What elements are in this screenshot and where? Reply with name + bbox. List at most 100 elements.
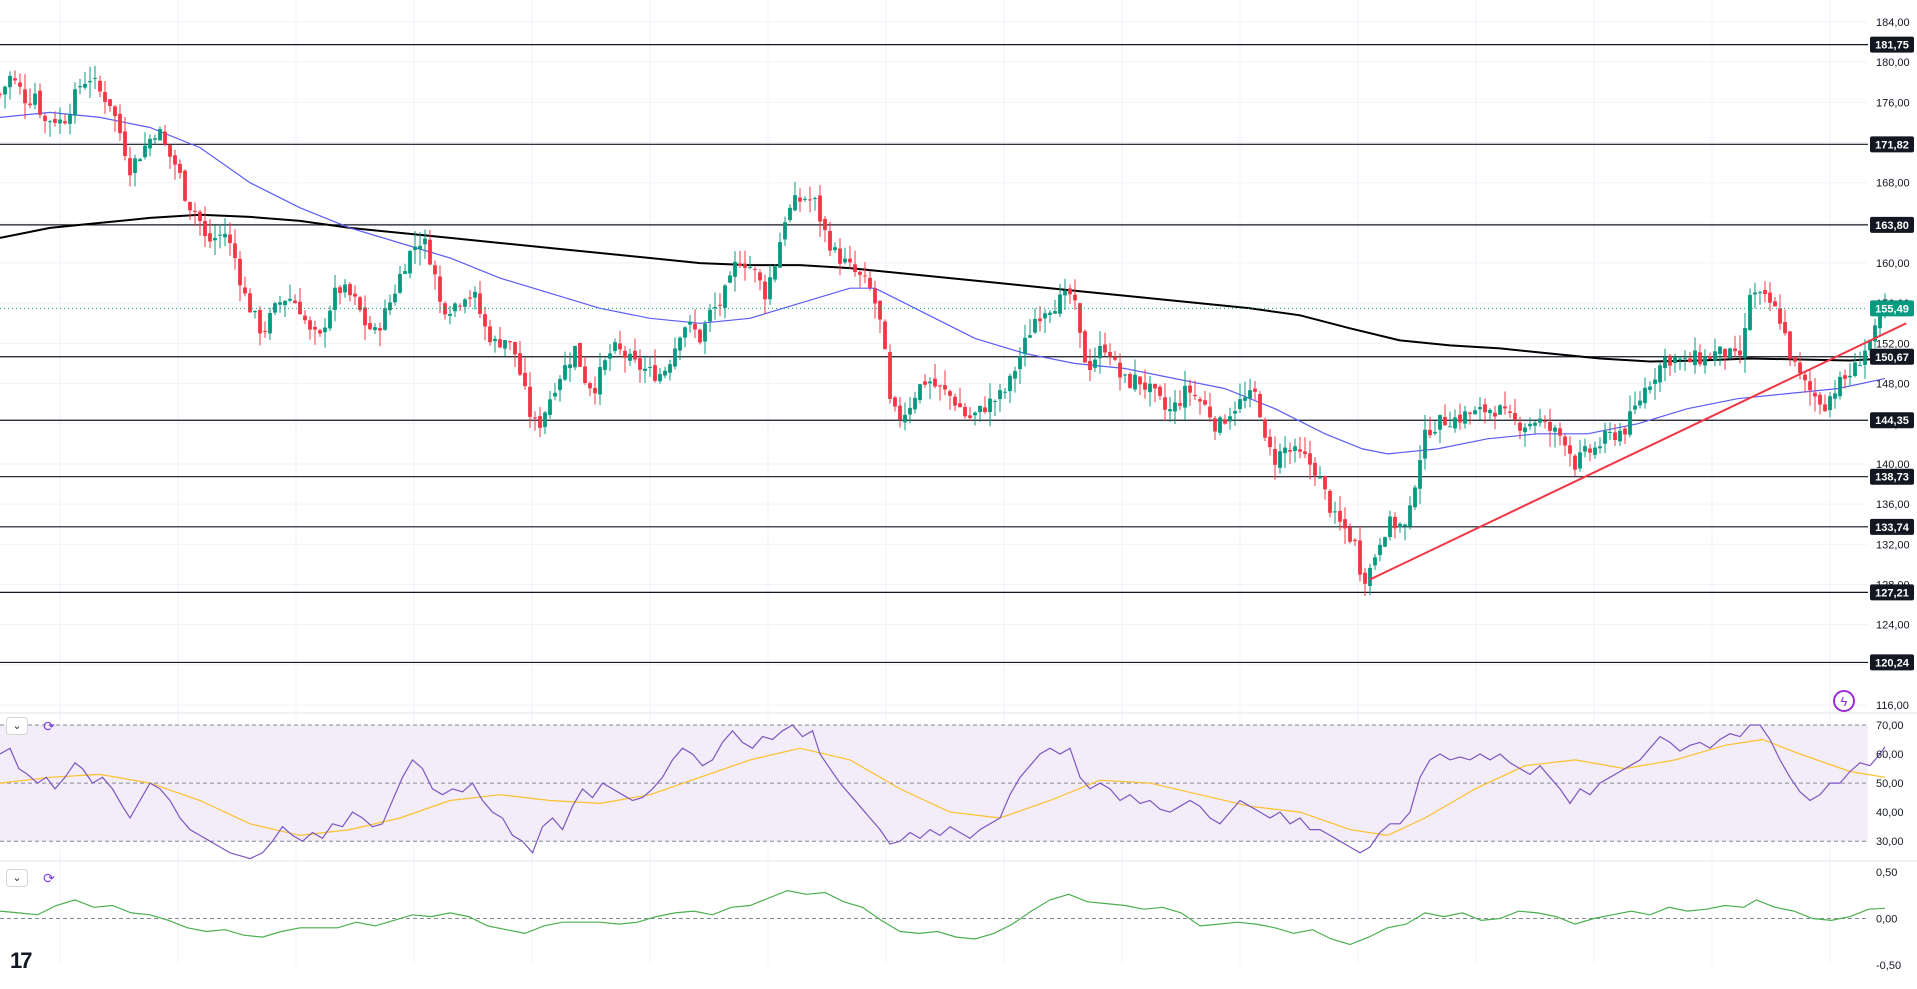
candle-body: [1798, 362, 1802, 374]
lightning-icon: ϟ: [1840, 693, 1848, 709]
ma50-path: [0, 111, 1886, 455]
oscillator-collapse-button[interactable]: ⌄: [6, 869, 28, 887]
candle-body: [1388, 516, 1392, 538]
candle-body: [1753, 292, 1757, 295]
candle-body: [648, 366, 652, 368]
candle-body: [408, 251, 412, 274]
candle-body: [1018, 356, 1022, 370]
candle-body: [458, 305, 462, 307]
rsi-tick-label: 50,00: [1876, 778, 1904, 790]
candle-body: [113, 106, 117, 117]
candle-body: [1703, 356, 1707, 366]
candle-body: [208, 233, 212, 242]
candle-body: [1203, 400, 1207, 405]
rsi-refresh-button[interactable]: ⟳: [40, 717, 58, 735]
candle-body: [98, 80, 102, 92]
candle-body: [1323, 476, 1327, 490]
candle-body: [203, 221, 207, 237]
tradingview-logo[interactable]: 17: [10, 948, 33, 973]
candle-body: [708, 309, 712, 322]
candle-body: [178, 163, 182, 173]
candle-body: [398, 273, 402, 293]
candle-body: [1528, 423, 1532, 427]
candle-body: [293, 300, 297, 304]
candle-body: [218, 234, 222, 236]
candle-body: [553, 392, 557, 397]
chevron-down-icon: ⌄: [12, 719, 22, 732]
candle-body: [73, 89, 77, 116]
candle-body: [803, 198, 807, 200]
candle-body: [838, 248, 842, 264]
candle-body: [1463, 411, 1467, 424]
oscillator-refresh-button[interactable]: ⟳: [40, 869, 58, 887]
candle-body: [413, 246, 417, 251]
candle-body: [1438, 414, 1442, 430]
candle-body: [1603, 430, 1607, 444]
candle-body: [1283, 447, 1287, 454]
candle-body: [1593, 447, 1597, 455]
candle-body: [613, 342, 617, 352]
candle-body: [63, 121, 67, 124]
candle-body: [833, 247, 837, 251]
candle-body: [1713, 351, 1717, 361]
candle-body: [1088, 360, 1092, 371]
candle-body: [48, 121, 52, 123]
candle-body: [1488, 409, 1492, 414]
candle-body: [853, 264, 857, 273]
level-label: 138,73: [1875, 472, 1909, 484]
candle-body: [1403, 524, 1407, 527]
candle-body: [578, 342, 582, 367]
candle-body: [1023, 337, 1027, 354]
candle-body: [1113, 356, 1117, 360]
candle-body: [428, 239, 432, 265]
candle-body: [1118, 362, 1122, 378]
candle-body: [1093, 359, 1097, 368]
last-price-label-bg: [1870, 300, 1914, 317]
candle-body: [878, 300, 882, 320]
candle-body: [793, 195, 797, 211]
rsi-band: [0, 724, 1868, 842]
candle-body: [273, 303, 277, 313]
rsi-path: [0, 724, 1886, 860]
candle-body: [493, 338, 497, 342]
candle-body: [538, 416, 542, 428]
candle-body: [738, 263, 742, 266]
price-tick-label: 184,00: [1876, 17, 1910, 29]
candle-body: [518, 353, 522, 375]
candle-body: [308, 320, 312, 330]
candle-body: [1723, 349, 1727, 358]
candle-body: [603, 360, 607, 370]
candle-body: [718, 304, 722, 306]
rsi-tick-label: 60,00: [1876, 749, 1904, 761]
candle-body: [233, 243, 237, 259]
candle-body: [158, 129, 162, 141]
rsi-collapse-button[interactable]: ⌄: [6, 717, 28, 735]
trendline[interactable]: [1369, 322, 1907, 581]
candle-body: [913, 397, 917, 410]
candle-body: [268, 312, 272, 334]
candle-body: [678, 337, 682, 351]
lightning-button[interactable]: ϟ: [1833, 690, 1855, 712]
candle-body: [1138, 376, 1142, 385]
candle-body: [1453, 417, 1457, 429]
support-resistance-levels[interactable]: [0, 43, 1868, 664]
candle-body: [193, 211, 197, 213]
trendline-segment: [1369, 322, 1907, 581]
candle-body: [1208, 406, 1212, 418]
candle-body: [1853, 362, 1857, 376]
candle-body: [533, 417, 537, 419]
candle-body: [88, 80, 92, 83]
candle-body: [1368, 567, 1372, 586]
candle-body: [1733, 348, 1737, 352]
candle-body: [1768, 292, 1772, 303]
candle-body: [863, 275, 867, 277]
candle-body: [83, 83, 87, 88]
rsi-tick-label: 30,00: [1876, 836, 1904, 848]
candle-body: [1458, 414, 1462, 423]
candle-body: [468, 297, 472, 299]
candle-body: [503, 340, 507, 349]
candle-body: [333, 287, 337, 310]
price-axis[interactable]: 184,00180,00176,00172,00168,00164,00160,…: [1876, 17, 1910, 972]
